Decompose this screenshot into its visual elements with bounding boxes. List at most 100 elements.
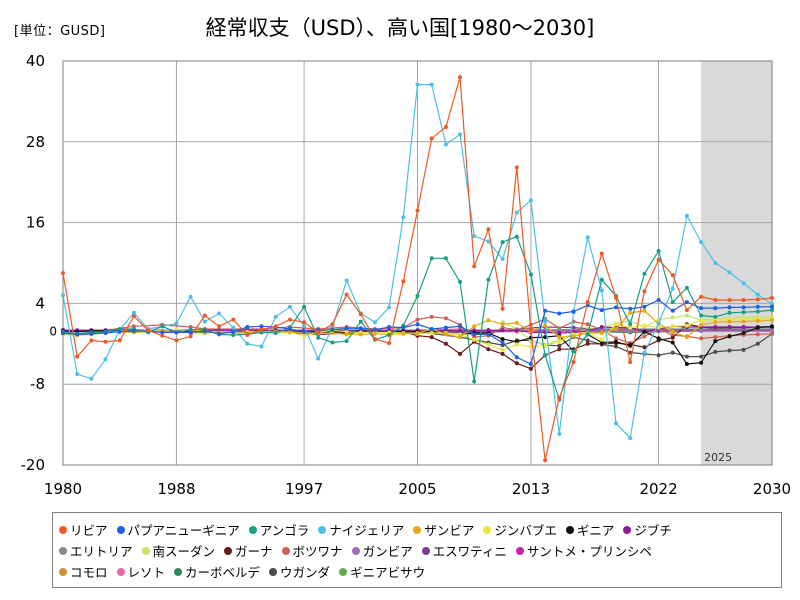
- legend-marker: [318, 525, 327, 534]
- data-point: [628, 436, 633, 441]
- data-point: [670, 350, 675, 355]
- data-point: [401, 325, 406, 330]
- legend-row: リビア パプアニューギニア アンゴラ ナイジェリア ザンビア ジンバブエ ギニア ジブチ: [59, 519, 777, 540]
- legend-marker: [59, 525, 67, 534]
- data-point: [458, 75, 462, 80]
- data-point: [684, 213, 689, 218]
- data-point: [287, 317, 292, 322]
- data-point: [259, 327, 264, 332]
- data-point: [387, 341, 392, 346]
- data-point: [202, 313, 207, 318]
- data-point: [557, 347, 562, 352]
- data-point: [699, 294, 704, 299]
- data-point: [543, 319, 548, 324]
- data-point: [557, 339, 562, 344]
- data-point: [628, 322, 633, 327]
- legend-item: エスワティニ: [421, 541, 507, 560]
- legend-item: ナイジェリア: [318, 520, 404, 539]
- data-point: [89, 331, 94, 336]
- data-point: [699, 240, 704, 245]
- y-tick-label: -20: [21, 456, 46, 474]
- data-point: [528, 366, 533, 371]
- legend-marker: [59, 567, 67, 576]
- data-point: [557, 311, 562, 316]
- data-point: [642, 308, 647, 313]
- data-point: [770, 308, 774, 313]
- data-point: [528, 362, 533, 366]
- legend-marker: [224, 546, 233, 555]
- data-point: [770, 296, 774, 300]
- data-point: [117, 329, 122, 334]
- data-point: [514, 328, 519, 333]
- data-point: [500, 340, 505, 345]
- data-point: [628, 306, 633, 311]
- data-point: [770, 331, 774, 336]
- data-point: [614, 296, 618, 300]
- data-point: [727, 310, 732, 315]
- data-point: [202, 329, 207, 333]
- legend-label: ジブチ: [634, 523, 672, 538]
- data-point: [628, 325, 633, 330]
- data-point: [458, 335, 462, 340]
- data-point: [302, 320, 307, 325]
- data-point: [458, 132, 462, 137]
- data-point: [755, 292, 760, 297]
- data-point: [699, 336, 704, 341]
- data-point: [458, 329, 462, 333]
- data-point: [670, 324, 675, 329]
- legend-item: ガンビア: [351, 541, 413, 560]
- data-point: [500, 347, 505, 352]
- data-point: [486, 227, 491, 232]
- legend-item: カーボベルデ: [174, 562, 260, 581]
- data-point: [727, 319, 732, 324]
- data-point: [373, 337, 377, 342]
- data-point: [174, 338, 179, 343]
- data-point: [429, 331, 434, 335]
- data-point: [217, 331, 221, 336]
- data-point: [755, 297, 760, 302]
- legend-item: サントメ・プリンシペ: [515, 541, 652, 560]
- legend-marker: [59, 546, 67, 555]
- data-point: [614, 327, 618, 331]
- data-point: [514, 355, 519, 360]
- data-point: [443, 142, 448, 147]
- data-point: [344, 278, 349, 283]
- data-point: [571, 360, 576, 364]
- legend-item: パプアニューギニア: [116, 520, 240, 539]
- data-point: [302, 324, 307, 329]
- data-point: [628, 350, 633, 355]
- data-point: [415, 331, 420, 335]
- data-point: [103, 357, 108, 362]
- data-point: [670, 286, 675, 291]
- data-point: [500, 257, 505, 261]
- data-point: [358, 312, 363, 317]
- legend-label: サントメ・プリンシペ: [526, 544, 652, 559]
- x-tick-label: 2022: [639, 480, 677, 498]
- data-point: [273, 324, 278, 329]
- data-point: [316, 335, 321, 340]
- data-point: [486, 277, 491, 282]
- data-point: [684, 285, 689, 290]
- data-point: [472, 332, 477, 337]
- legend-item: レソト: [116, 562, 165, 581]
- data-point: [231, 329, 236, 334]
- data-point: [699, 360, 704, 365]
- data-point: [770, 324, 774, 329]
- data-point: [628, 360, 633, 364]
- data-point: [585, 338, 590, 343]
- data-point: [528, 198, 533, 203]
- data-point: [599, 325, 604, 329]
- data-point: [727, 298, 732, 302]
- data-point: [302, 329, 307, 334]
- data-point: [174, 321, 179, 326]
- data-point: [373, 331, 377, 336]
- data-point: [401, 215, 406, 220]
- series-アンゴラ: [61, 234, 774, 402]
- data-point: [642, 271, 647, 276]
- legend-marker: [515, 546, 524, 555]
- data-point: [571, 349, 576, 354]
- data-point: [614, 421, 618, 426]
- forecast-label: 2025: [704, 451, 732, 464]
- data-point: [443, 256, 448, 261]
- data-point: [330, 340, 335, 345]
